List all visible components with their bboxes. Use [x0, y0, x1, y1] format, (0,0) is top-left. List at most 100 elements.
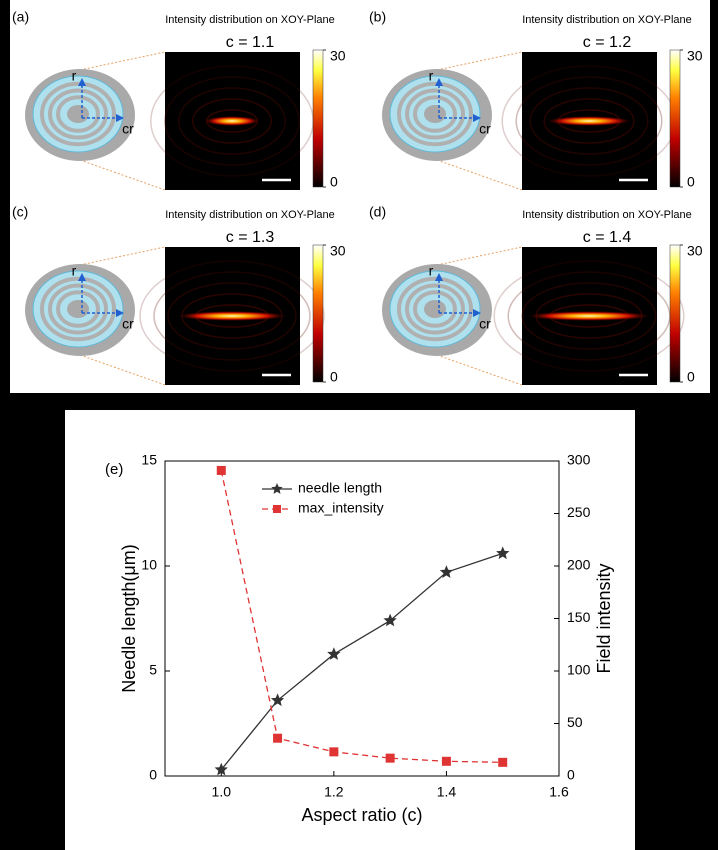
heatmap-ring	[529, 87, 649, 155]
panel-subtitle: c = 1.2	[583, 34, 632, 51]
colorbar-tick-label: 30	[330, 48, 346, 64]
y-tick-label: 15	[141, 452, 157, 468]
panel-title: Intensity distribution on XOY-Plane	[522, 14, 692, 26]
lens-ring	[56, 95, 100, 133]
colorbar-tick-label: 0	[330, 174, 338, 190]
arrowhead	[116, 309, 124, 317]
panel-label: (d)	[369, 204, 386, 220]
arrowhead	[473, 309, 481, 317]
colorbar-tick-label: 0	[687, 174, 695, 190]
zoom-line	[436, 159, 523, 191]
arrowhead	[435, 78, 443, 86]
data-point	[496, 546, 510, 560]
lens-ring	[405, 283, 465, 335]
zoom-line	[436, 354, 523, 386]
lens-ring	[48, 283, 108, 335]
heatmap-ring	[543, 98, 635, 144]
y-tick-label: 0	[149, 767, 157, 783]
y2-tick-label: 200	[567, 557, 591, 573]
heatmap-ring	[139, 260, 325, 372]
lens-ring	[40, 81, 116, 147]
heatmap-hot	[547, 116, 631, 126]
zoom-line	[436, 51, 523, 71]
heatmap-ring	[164, 76, 300, 166]
data-point	[216, 465, 226, 475]
data-point	[273, 733, 283, 743]
panel: (c) Intensity distribution on XOY-Plane c …	[12, 204, 346, 386]
arrowhead	[435, 273, 443, 281]
legend-label: max_intensity	[298, 500, 384, 516]
panel-subtitle: c = 1.1	[226, 34, 275, 51]
axis-cr: cr	[122, 121, 134, 137]
lens-center	[424, 105, 446, 123]
heatmap-ring	[167, 282, 297, 350]
heatmap-ring	[493, 260, 685, 372]
data-point	[214, 762, 228, 776]
data-point	[498, 757, 508, 767]
lens-center	[67, 105, 89, 123]
heatmap-ring	[178, 87, 286, 155]
panel-title: Intensity distribution on XOY-Plane	[522, 209, 692, 221]
panel-title: Intensity distribution on XOY-Plane	[165, 14, 335, 26]
x-tick-label: 1.0	[212, 784, 232, 800]
axis-r: r	[429, 263, 434, 279]
legend-label: needle length	[298, 480, 382, 496]
arrowhead	[78, 273, 86, 281]
panel: (b) Intensity distribution on XOY-Plane c …	[369, 9, 703, 191]
arrowhead	[116, 114, 124, 122]
x-tick-label: 1.2	[324, 784, 344, 800]
panel: (d) Intensity distribution on XOY-Plane c …	[369, 204, 703, 386]
axis-cr: cr	[122, 316, 134, 332]
colorbar-tick-label: 30	[687, 48, 703, 64]
axis-cr: cr	[479, 316, 491, 332]
lens-center	[67, 300, 89, 318]
y-tick-label: 10	[141, 557, 157, 573]
lens-ring	[56, 290, 100, 328]
lens-ring	[397, 81, 473, 147]
lens-center	[424, 300, 446, 318]
heatmap-hot	[204, 116, 260, 126]
zoom-line	[79, 246, 166, 266]
chart-bg	[65, 410, 635, 850]
axis-r: r	[72, 263, 77, 279]
panel-subtitle: c = 1.3	[226, 229, 275, 246]
lens-ring	[48, 88, 108, 140]
y2-tick-label: 150	[567, 609, 591, 625]
heatmap-hot	[527, 311, 651, 321]
zoom-line	[79, 51, 166, 71]
y-tick-label: 5	[149, 662, 157, 678]
colorbar	[669, 244, 681, 383]
panel-label: (b)	[369, 9, 386, 25]
zoom-line	[79, 159, 166, 191]
heatmap-ring	[521, 282, 657, 350]
panel-title: Intensity distribution on XOY-Plane	[165, 209, 335, 221]
colorbar-tick-label: 30	[330, 243, 346, 259]
series-line	[220, 552, 503, 771]
panel-label: (a)	[12, 9, 29, 25]
y2-tick-label: 250	[567, 504, 591, 520]
series-line	[220, 470, 503, 763]
y2-axis-label: Field intensity	[594, 563, 614, 673]
axis-r: r	[429, 68, 434, 84]
legend-marker	[273, 505, 281, 513]
legend-marker	[271, 483, 283, 494]
zoom-line	[436, 246, 523, 266]
lens-ring	[40, 276, 116, 342]
arrowhead	[473, 114, 481, 122]
y-axis-label: Needle length(μm)	[119, 544, 139, 692]
colorbar	[312, 244, 324, 383]
panel-subtitle: c = 1.4	[583, 229, 632, 246]
colorbar-tick-label: 0	[330, 369, 338, 385]
panel: (a) Intensity distribution on XOY-Plane c …	[12, 9, 346, 191]
lens-ring	[405, 88, 465, 140]
data-point	[327, 647, 341, 660]
lens-ring	[413, 290, 457, 328]
data-point	[385, 753, 395, 763]
data-point	[439, 565, 454, 578]
panel-label: (e)	[105, 461, 123, 478]
panel-label: (c)	[12, 204, 28, 220]
colorbar-tick-label: 0	[687, 369, 695, 385]
heatmap-hot	[177, 311, 287, 321]
axis-r: r	[72, 68, 77, 84]
